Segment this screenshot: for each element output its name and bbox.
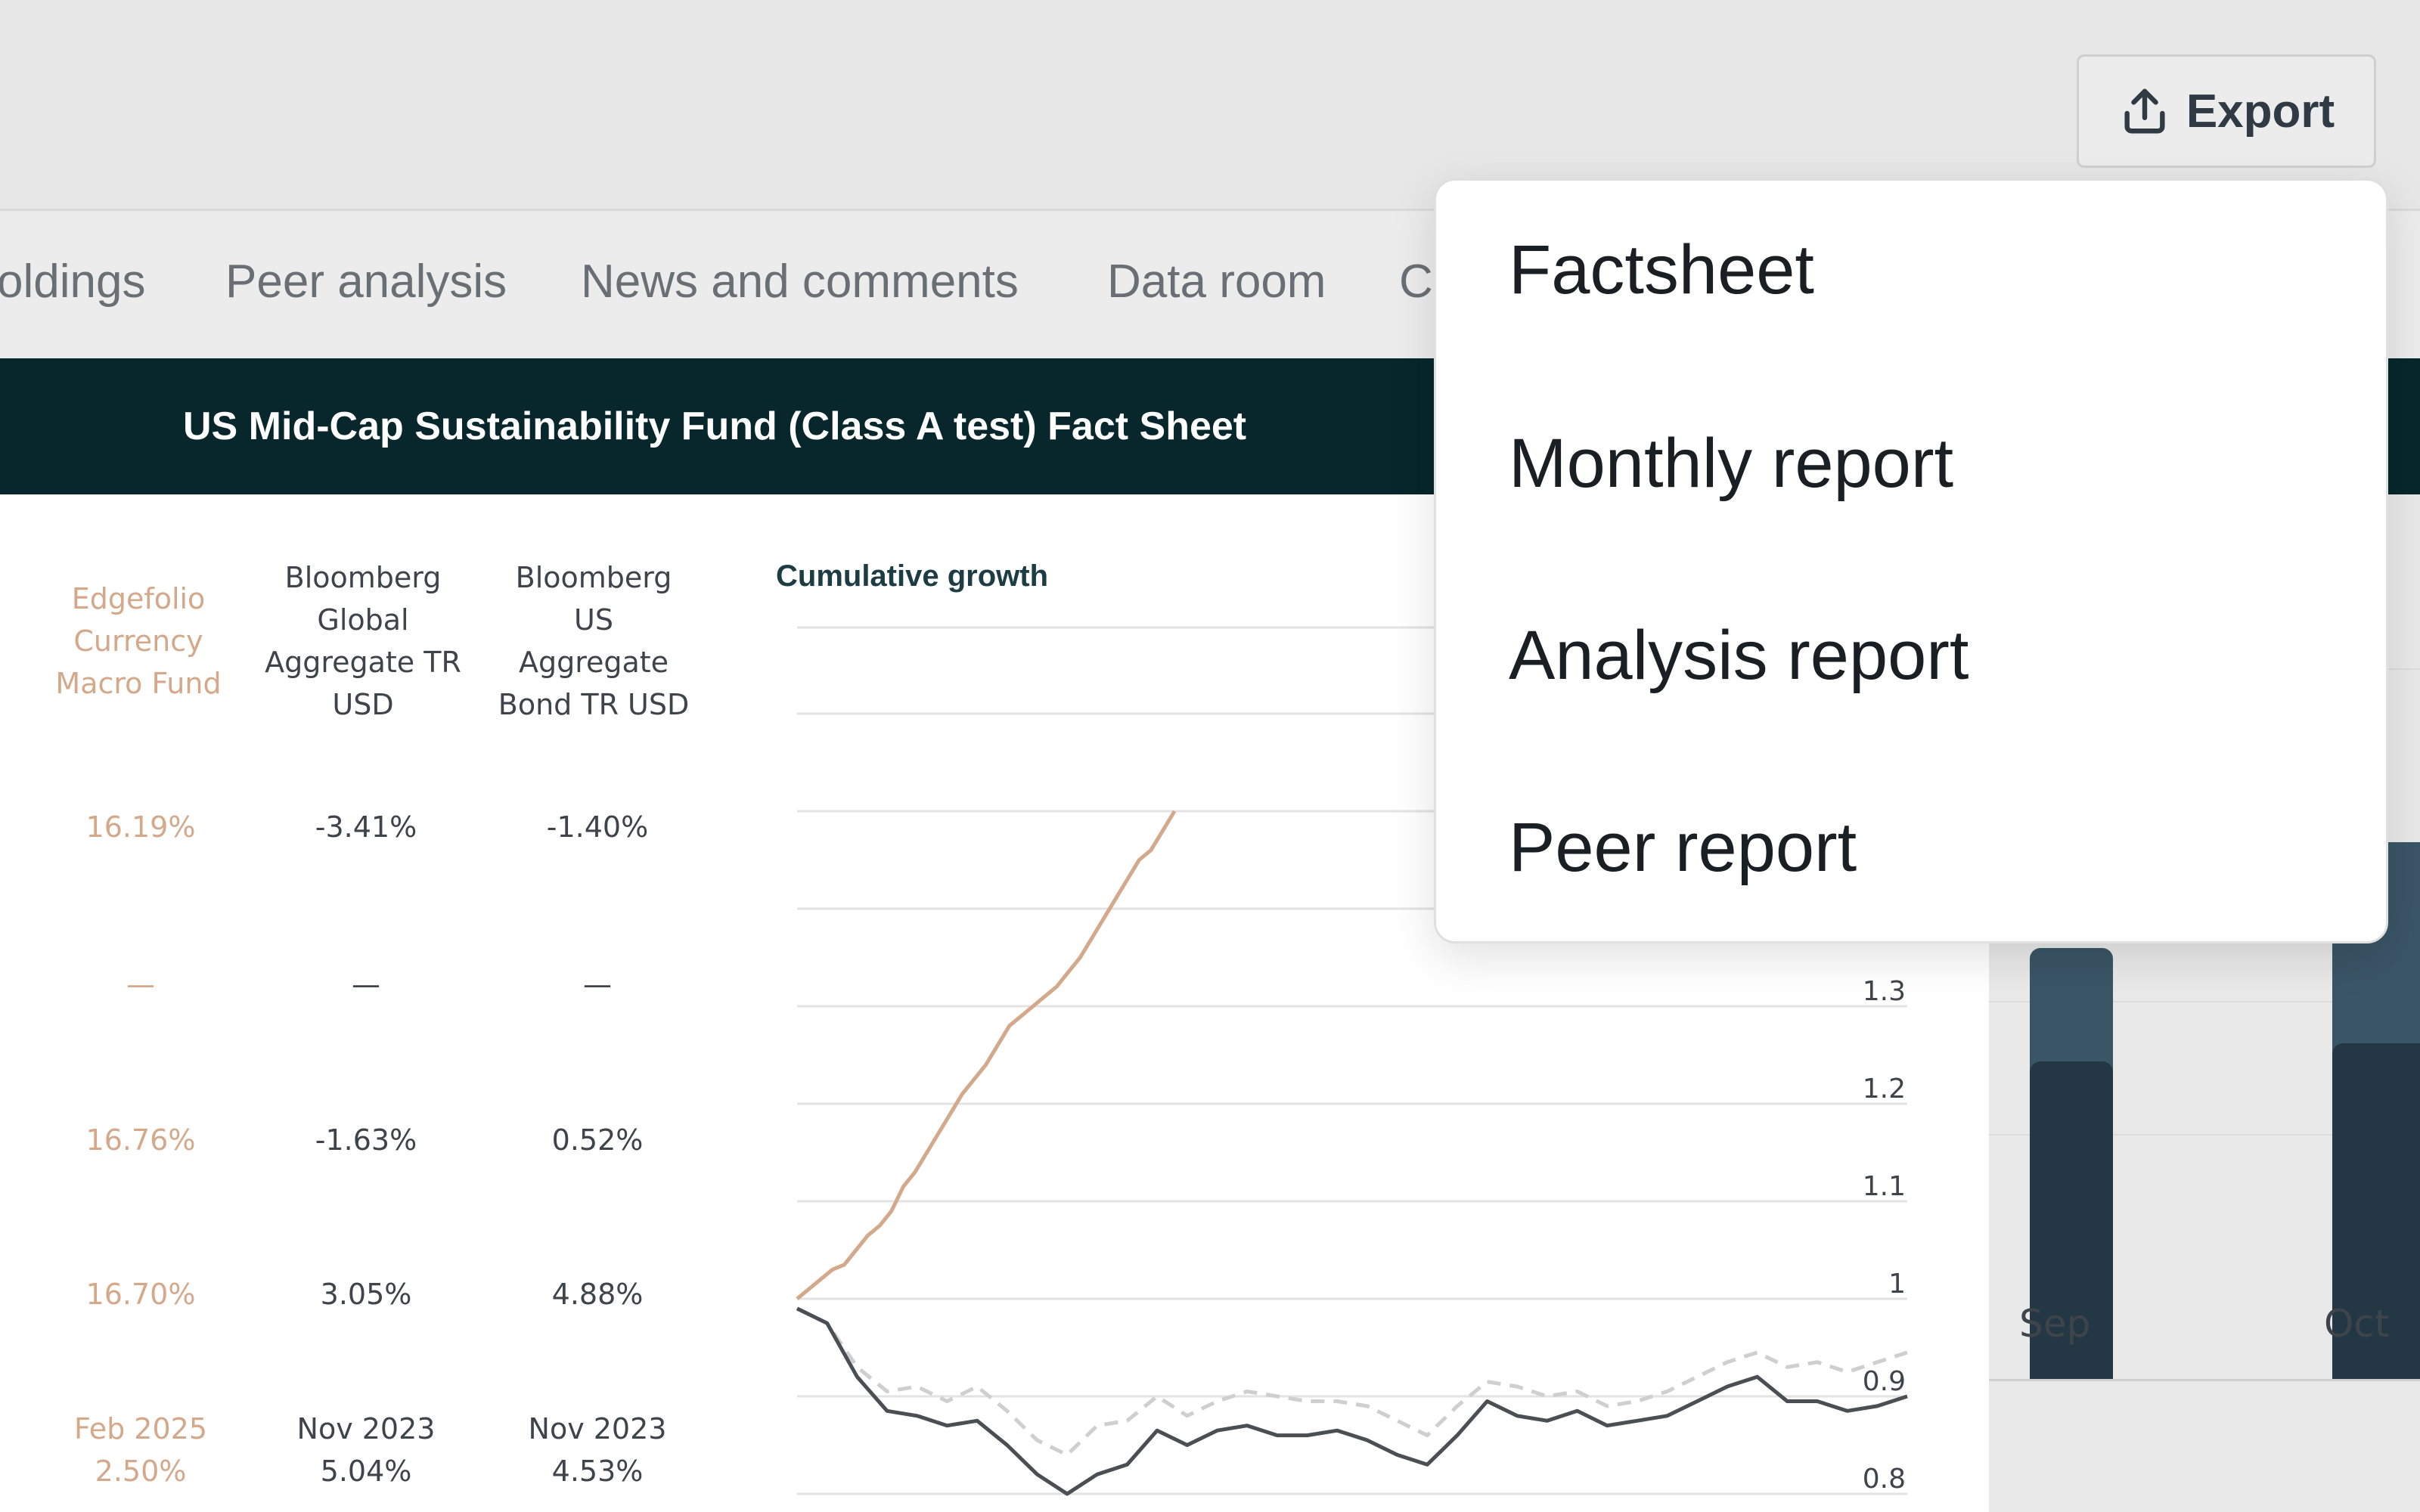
- table-cell: Nov 2023 5.04%: [296, 1412, 436, 1488]
- table-cell: 16.70%: [85, 1278, 196, 1311]
- table-cell: —: [352, 968, 380, 1001]
- table-cell: 0.52%: [551, 1123, 644, 1157]
- y-tick-label: 0.8: [1863, 1464, 1906, 1495]
- table-cell: 16.76%: [85, 1123, 196, 1157]
- table-cell: 16.19%: [85, 810, 196, 844]
- export-label: Export: [2186, 85, 2335, 138]
- menu-item-monthly-report[interactable]: Monthly report: [1509, 425, 1954, 502]
- table-cell: —: [583, 968, 612, 1001]
- column-header-us-aggregate: Bloomberg US Aggregate Bond TR USD: [498, 561, 690, 721]
- cumulative-growth-chart: 1.3 1.2 1.1 1 0.9 0.8: [796, 626, 1908, 1496]
- y-tick-label: 1.1: [1863, 1171, 1906, 1202]
- table-cell: —: [126, 968, 155, 1001]
- menu-item-analysis-report[interactable]: Analysis report: [1509, 617, 1969, 694]
- menu-item-peer-report[interactable]: Peer report: [1509, 809, 1857, 886]
- table-cell: 3.05%: [320, 1278, 412, 1311]
- table-cell: -3.41%: [315, 810, 417, 844]
- top-bar: Export: [0, 0, 2420, 211]
- table-cell: Nov 2023 4.53%: [528, 1412, 667, 1488]
- tab-partial[interactable]: C: [1399, 256, 1433, 308]
- menu-item-factsheet[interactable]: Factsheet: [1509, 231, 1814, 308]
- y-tick-label: 1.3: [1863, 976, 1906, 1007]
- chart-title: Cumulative growth: [776, 559, 1049, 593]
- y-tick-label: 0.9: [1863, 1366, 1906, 1397]
- y-tick-label: 1: [1888, 1269, 1906, 1300]
- bar-oct-bottom: [2332, 1043, 2420, 1379]
- y-tick-label: 1.2: [1863, 1074, 1906, 1105]
- x-label-oct: Oct: [2324, 1302, 2390, 1346]
- table-cell: 4.88%: [551, 1278, 644, 1311]
- column-header-global-aggregate: Bloomberg Global Aggregate TR USD: [265, 561, 461, 721]
- tab-holdings[interactable]: oldings: [0, 256, 146, 308]
- series-line-0: [796, 810, 1177, 1300]
- tab-news-and-comments[interactable]: News and comments: [581, 256, 1019, 308]
- x-label-sep: Sep: [2019, 1302, 2091, 1346]
- factsheet-title: US Mid-Cap Sustainability Fund (Class A …: [183, 404, 1247, 448]
- series-line-1: [796, 1306, 1908, 1457]
- tab-data-room[interactable]: Data room: [1107, 256, 1326, 308]
- export-button[interactable]: Export: [2077, 54, 2376, 168]
- table-cell: -1.63%: [315, 1123, 417, 1157]
- export-icon: [2124, 88, 2165, 134]
- table-cell: Feb 2025 2.50%: [73, 1412, 208, 1488]
- tab-peer-analysis[interactable]: Peer analysis: [225, 256, 507, 308]
- bar-sep-bottom: [2030, 1061, 2113, 1379]
- series-line-2: [796, 1306, 1908, 1496]
- table-cell: -1.40%: [546, 810, 649, 844]
- column-header-fund: Edgefolio Currency Macro Fund: [55, 582, 222, 700]
- export-menu: Factsheet Monthly report Analysis report…: [1434, 178, 2388, 943]
